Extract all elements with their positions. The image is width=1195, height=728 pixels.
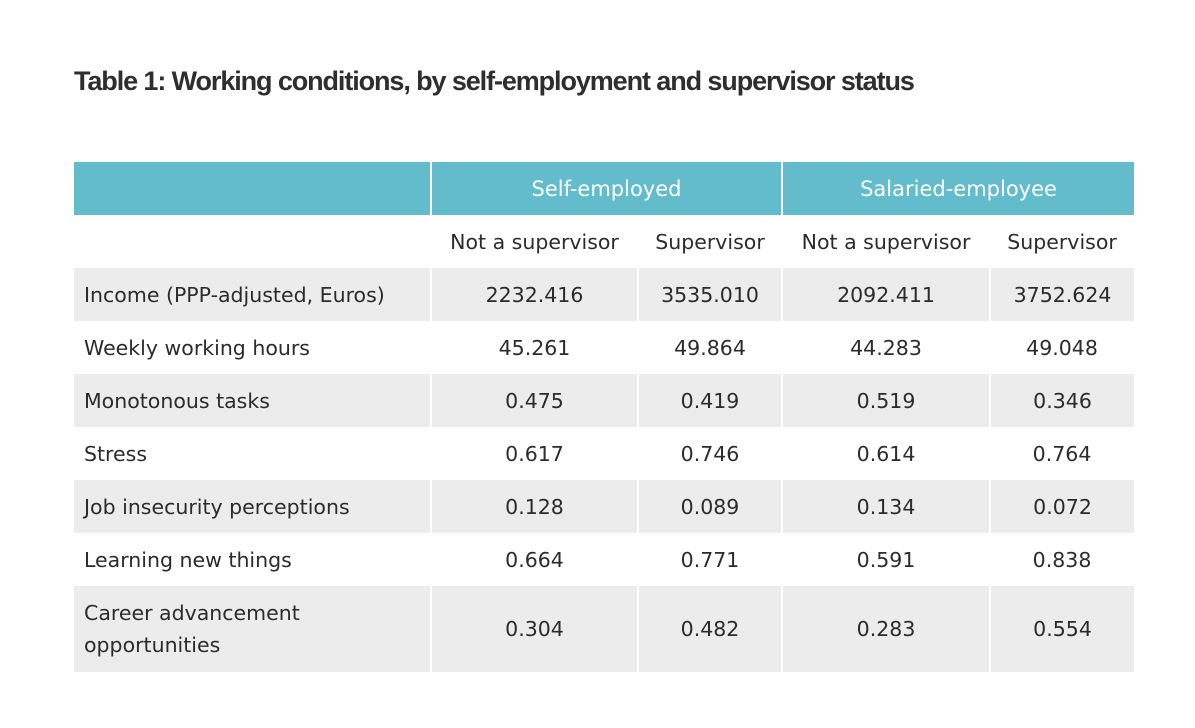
table-row: Monotonous tasks 0.475 0.419 0.519 0.346 [74, 374, 1135, 427]
table-cell: 0.346 [989, 374, 1135, 427]
header-corner-cell [74, 162, 431, 215]
table-row: Stress 0.617 0.746 0.614 0.764 [74, 427, 1134, 480]
table-cell: 0.283 [781, 586, 991, 672]
table-cell: 3752.624 [989, 268, 1135, 321]
table-cell: 0.128 [430, 480, 638, 533]
table-cell: 0.519 [781, 374, 991, 427]
row-label: Weekly working hours [84, 335, 310, 360]
subheader-self-not-supervisor: Not a supervisor [450, 229, 619, 254]
table-cell: 44.283 [850, 335, 922, 360]
row-label: Monotonous tasks [74, 374, 431, 427]
table-row: Learning new things 0.664 0.771 0.591 0.… [74, 533, 1134, 586]
row-label: Stress [84, 441, 148, 466]
table-cell: 49.048 [1026, 335, 1098, 360]
row-label: Job insecurity perceptions [74, 480, 431, 533]
table-cell: 0.591 [856, 547, 916, 572]
subheader-self-supervisor: Supervisor [655, 229, 765, 254]
table-cell: 0.134 [781, 480, 991, 533]
table-cell: 45.261 [498, 335, 571, 360]
table-cell: 0.771 [680, 547, 740, 572]
working-conditions-table: Self-employed Salaried-employee Not a su… [74, 162, 1135, 672]
subheader-corner-cell [74, 215, 431, 268]
table-cell: 0.838 [1032, 547, 1092, 572]
table-row: Career advancement opportunities 0.304 0… [74, 586, 1135, 672]
table-row: Weekly working hours 45.261 49.864 44.28… [74, 321, 1134, 374]
table-cell: 2092.411 [781, 268, 991, 321]
table-row: Job insecurity perceptions 0.128 0.089 0… [74, 480, 1135, 533]
group-header-row: Self-employed Salaried-employee [74, 162, 1135, 215]
subheader-salaried-not-supervisor: Not a supervisor [801, 229, 971, 254]
table-cell: 0.089 [636, 480, 783, 533]
table-cell: 0.746 [680, 441, 740, 466]
row-label: Career advancement opportunities [74, 586, 431, 672]
row-label: Learning new things [84, 547, 292, 572]
table-cell: 0.072 [989, 480, 1135, 533]
table-cell: 0.475 [430, 374, 638, 427]
table-cell: 0.614 [856, 441, 916, 466]
table-cell: 3535.010 [636, 268, 783, 321]
table-cell: 0.304 [430, 586, 638, 672]
row-label: Income (PPP-adjusted, Euros) [74, 268, 431, 321]
subheader-row: Not a supervisor Supervisor Not a superv… [74, 215, 1134, 268]
table-title: Table 1: Working conditions, by self-emp… [74, 66, 915, 96]
subheader-salaried-supervisor: Supervisor [1007, 229, 1117, 254]
table-cell: 0.419 [636, 374, 783, 427]
table-cell: 0.554 [989, 586, 1135, 672]
table-row: Income (PPP-adjusted, Euros) 2232.416 35… [74, 268, 1135, 321]
table-cell: 0.764 [1032, 441, 1092, 466]
table-cell: 0.664 [505, 547, 564, 572]
table-cell: 2232.416 [430, 268, 638, 321]
group-header-self-employed: Self-employed [429, 162, 783, 215]
group-header-salaried-employee: Salaried-employee [781, 162, 1135, 215]
table-cell: 49.864 [674, 335, 746, 360]
table-cell: 0.617 [505, 441, 564, 466]
table-cell: 0.482 [636, 586, 783, 672]
